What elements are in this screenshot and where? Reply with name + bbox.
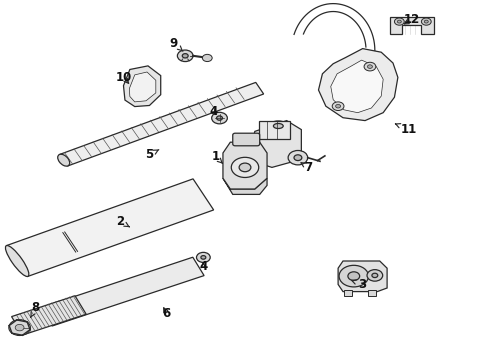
Polygon shape (223, 178, 267, 194)
Text: 4: 4 (209, 105, 217, 118)
Circle shape (372, 273, 378, 278)
Polygon shape (41, 257, 204, 326)
Circle shape (368, 65, 372, 68)
Circle shape (294, 155, 302, 161)
Polygon shape (123, 66, 161, 107)
Polygon shape (331, 60, 383, 113)
Text: 6: 6 (163, 307, 171, 320)
Text: 8: 8 (31, 301, 40, 317)
Circle shape (421, 18, 431, 25)
Circle shape (336, 104, 341, 108)
Circle shape (394, 18, 404, 25)
Text: 1: 1 (212, 150, 222, 163)
Circle shape (15, 324, 24, 331)
Text: 4: 4 (199, 260, 207, 273)
Circle shape (202, 54, 212, 62)
FancyBboxPatch shape (368, 290, 376, 296)
Circle shape (348, 272, 360, 280)
Circle shape (196, 252, 210, 262)
Text: 11: 11 (395, 123, 417, 136)
FancyBboxPatch shape (233, 133, 260, 146)
Text: 12: 12 (403, 13, 420, 26)
Circle shape (332, 102, 344, 111)
Polygon shape (12, 296, 86, 335)
Text: 5: 5 (146, 148, 159, 161)
Text: 7: 7 (301, 161, 313, 174)
Polygon shape (318, 49, 398, 121)
Circle shape (212, 112, 227, 124)
FancyBboxPatch shape (344, 290, 352, 296)
Ellipse shape (269, 121, 288, 131)
Circle shape (231, 157, 259, 177)
Circle shape (9, 320, 30, 336)
Circle shape (217, 116, 222, 120)
Polygon shape (223, 142, 267, 189)
Polygon shape (7, 179, 214, 276)
Polygon shape (129, 72, 156, 102)
Circle shape (288, 150, 308, 165)
Circle shape (364, 62, 376, 71)
Circle shape (201, 256, 206, 259)
Text: 3: 3 (352, 278, 367, 291)
Text: 2: 2 (116, 215, 129, 228)
Text: 9: 9 (170, 37, 183, 51)
Polygon shape (60, 82, 264, 166)
Circle shape (239, 163, 251, 172)
Circle shape (182, 54, 188, 58)
Ellipse shape (5, 246, 29, 276)
Circle shape (367, 270, 383, 281)
Ellipse shape (58, 154, 70, 166)
Polygon shape (390, 17, 434, 34)
Text: 10: 10 (115, 71, 132, 84)
Circle shape (424, 20, 428, 23)
Polygon shape (338, 261, 387, 292)
Polygon shape (247, 121, 301, 167)
Ellipse shape (273, 123, 283, 129)
Circle shape (397, 20, 401, 23)
Polygon shape (259, 121, 290, 139)
Circle shape (177, 50, 193, 62)
Circle shape (339, 265, 368, 287)
